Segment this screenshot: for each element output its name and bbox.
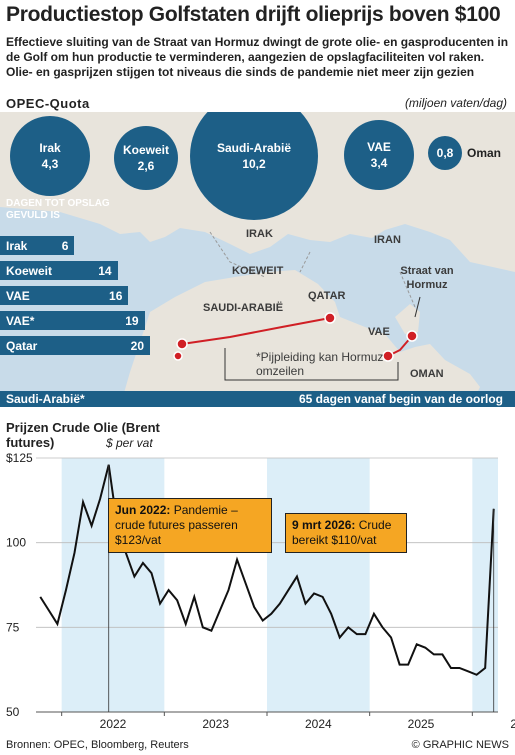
gulf-map: Irak 4,3 Koeweit 2,6 Saudi-Arabië 10,2 VAE 3…: [0, 112, 515, 407]
storage-bar-label: VAE: [6, 289, 30, 303]
source-note: Bronnen: OPEC, Bloomberg, Reuters: [6, 739, 189, 751]
storage-bar-saudi: Saudi-Arabië* 65 dagen vanaf begin van d…: [0, 391, 515, 407]
opec-heading: OPEC-Quota: [6, 96, 90, 111]
storage-bar-value: 14: [98, 264, 112, 278]
x-tick-label: 2022: [100, 717, 127, 731]
storage-bar-label: Qatar: [6, 339, 38, 353]
storage-bar: Qatar 20: [0, 336, 150, 355]
quota-bubble-koeweit: Koeweit 2,6: [114, 126, 178, 190]
storage-bar-label: Irak: [6, 239, 28, 253]
map-label-oman: OMAN: [410, 368, 444, 380]
storage-bar: Koeweit 14: [0, 261, 118, 280]
oil-price-chart: $125 100 75 50 2022 2023 2024 2025 2026: [6, 451, 515, 731]
x-tick-label: 2025: [408, 717, 435, 731]
y-tick-label: 75: [6, 620, 20, 634]
x-tick-label: 2023: [202, 717, 229, 731]
callout-jun-2022: Jun 2022: Pandemie – crude futures passe…: [108, 498, 272, 553]
x-tick-label: 2024: [305, 717, 332, 731]
quota-bubble-vae: VAE 3,4: [344, 120, 414, 190]
storage-bar: Irak 6: [0, 236, 75, 255]
storage-bar-value: 16: [109, 289, 123, 303]
map-label-strait: Straat van Hormuz: [400, 265, 454, 291]
oil-unit: $ per vat: [106, 436, 153, 450]
storage-bar-value: 20: [130, 339, 144, 353]
callout-mar-2026: 9 mrt 2026: Crude bereikt $110/vat: [285, 513, 407, 553]
storage-bar-label: VAE*: [6, 314, 35, 328]
credit-note: © GRAPHIC NEWS: [411, 739, 509, 751]
y-tick-label: $125: [6, 451, 33, 465]
map-label-iran: IRAN: [374, 234, 401, 246]
storage-bar-value: 19: [125, 314, 139, 328]
oil-heading: Prijzen Crude Olie (Brent futures): [6, 420, 160, 450]
storage-bar: VAE 16: [0, 286, 129, 305]
quota-bubble-saudi: Saudi-Arabië 10,2: [190, 112, 318, 220]
y-tick-label: 100: [6, 536, 26, 550]
quota-bubble-oman: 0,8: [428, 136, 462, 170]
map-label-koeweit: KOEWEIT: [232, 265, 284, 277]
y-tick-label: 50: [6, 705, 20, 719]
oman-quota-label: Oman: [467, 146, 502, 160]
map-label-qatar: QATAR: [308, 290, 346, 302]
storage-bar-label: Koeweit: [6, 264, 53, 278]
map-label-saudi: SAUDI-ARABIË: [203, 302, 284, 314]
pipeline-note: *Pijpleiding kan Hormuz omzeilen: [256, 350, 384, 378]
storage-heading: DAGEN TOT OPSLAG GEVULD IS: [6, 198, 110, 221]
page-subtitle: Effectieve sluiting van de Straat van Ho…: [6, 35, 509, 79]
quota-bubble-irak: Irak 4,3: [10, 116, 90, 196]
year-band: [267, 458, 370, 712]
storage-bar-value: 6: [61, 239, 69, 253]
map-label-vae: VAE: [368, 326, 390, 338]
opec-unit: (miljoen vaten/dag): [404, 96, 507, 110]
x-tick-label: 2026: [510, 717, 515, 731]
storage-bar: VAE* 19: [0, 311, 145, 330]
map-label-irak: IRAK: [246, 228, 273, 240]
page-title: Productiestop Golfstaten drijft olieprij…: [6, 3, 501, 26]
